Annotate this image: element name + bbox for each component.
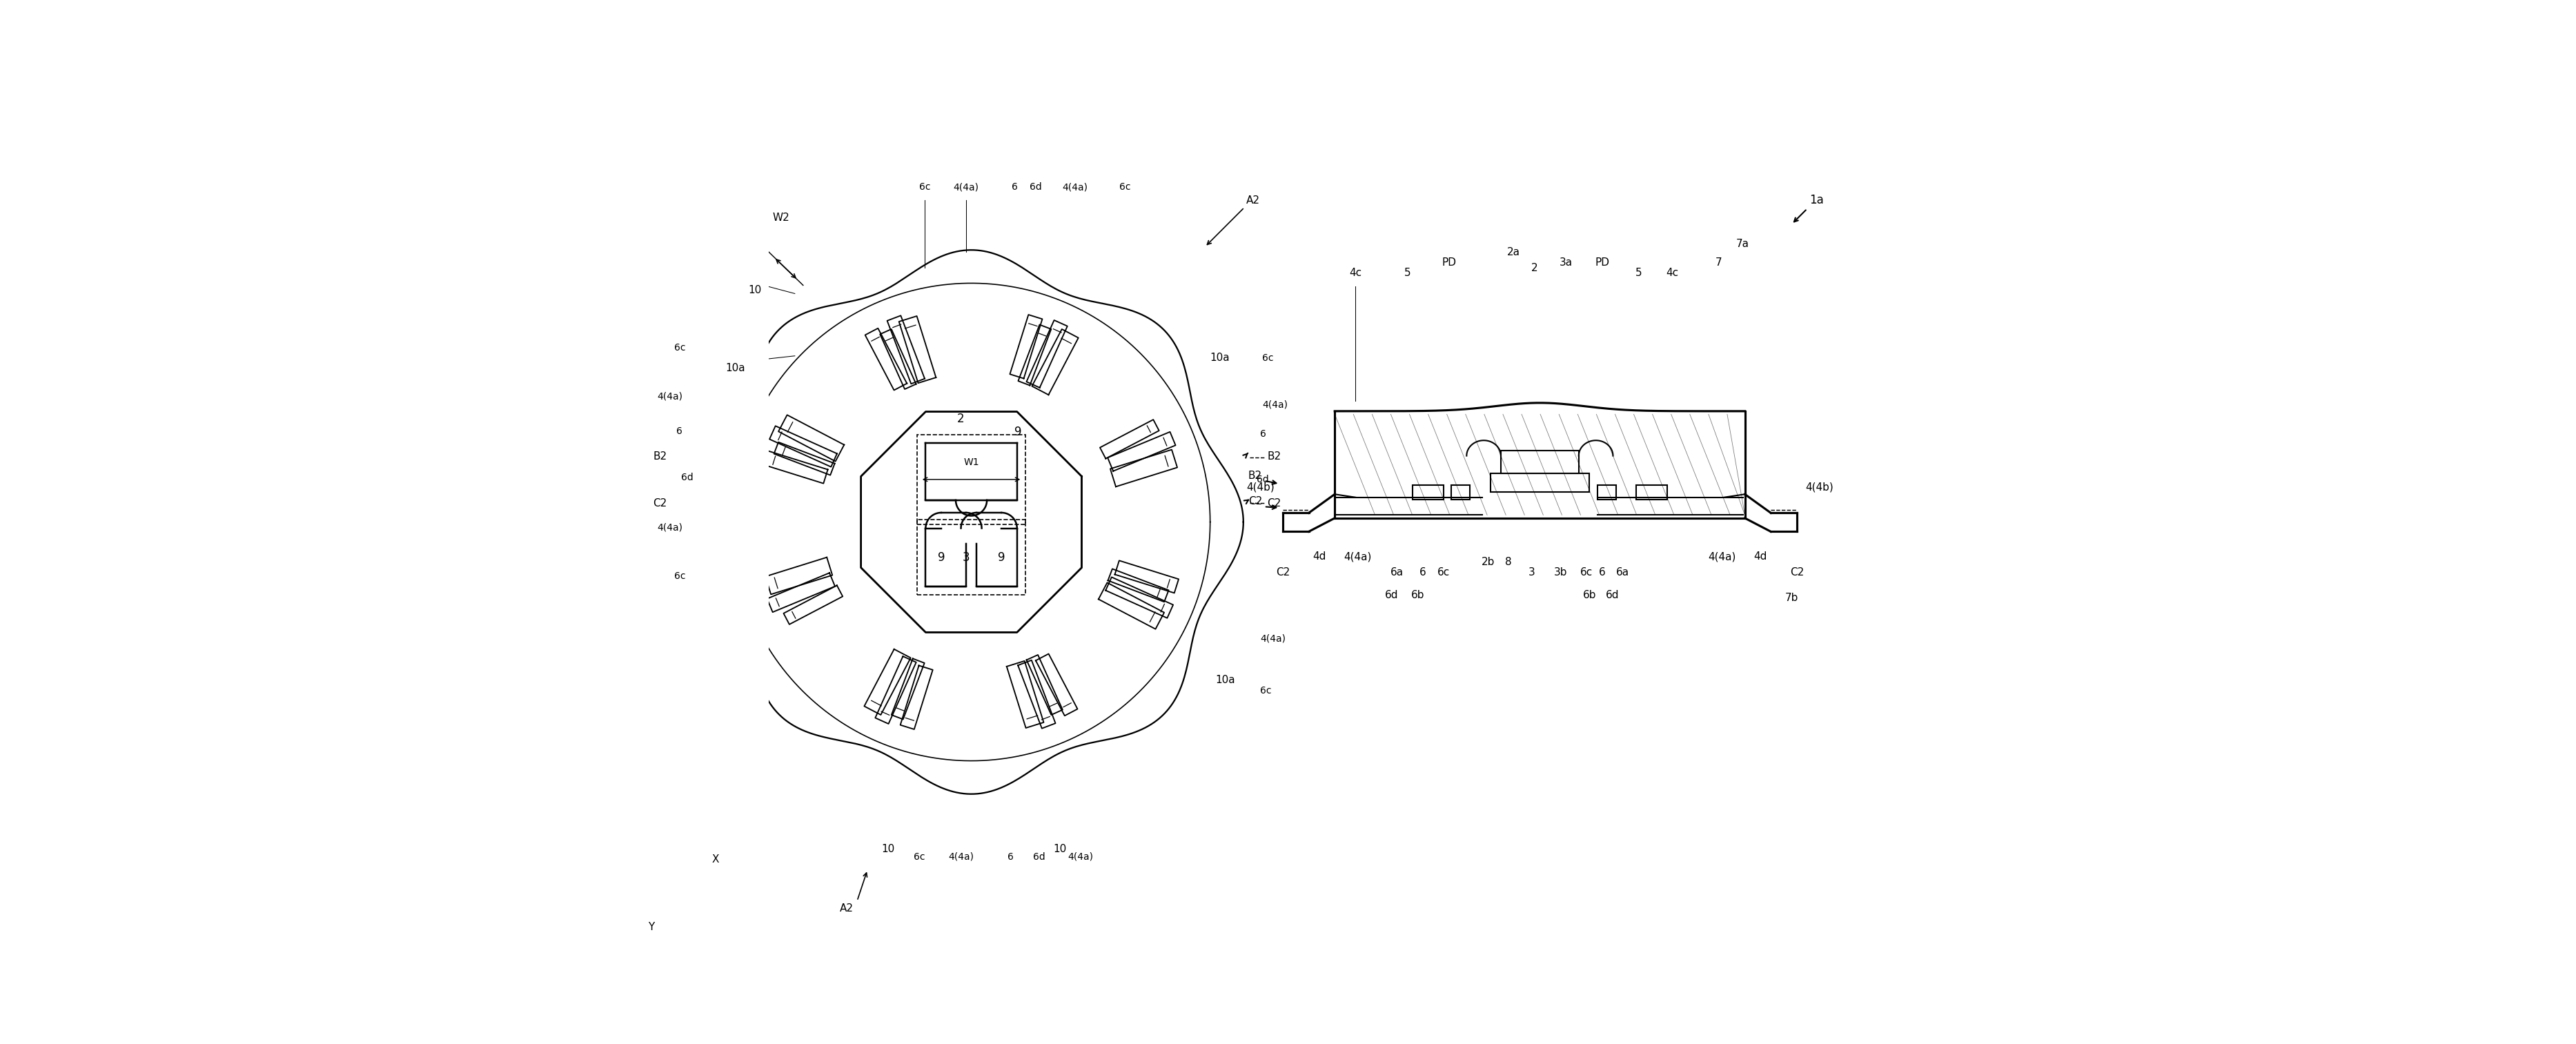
Text: 4c: 4c: [1667, 268, 1680, 279]
Text: C2: C2: [1790, 567, 1803, 577]
Text: 6b: 6b: [1412, 590, 1425, 600]
Text: Y: Y: [649, 922, 654, 932]
Text: 6: 6: [1007, 852, 1015, 861]
Text: C2: C2: [654, 498, 667, 508]
Text: 10: 10: [1054, 844, 1066, 854]
Text: 2: 2: [958, 412, 963, 425]
Text: 6a: 6a: [1615, 567, 1631, 577]
Text: C2: C2: [1267, 498, 1280, 508]
Text: 4(4a): 4(4a): [657, 392, 683, 402]
Text: 4(4a): 4(4a): [1260, 634, 1285, 643]
Text: 9: 9: [938, 551, 945, 564]
Bar: [1502, 451, 1579, 474]
Text: 6c: 6c: [1437, 567, 1450, 577]
Bar: [1412, 484, 1443, 499]
Text: 4(4a): 4(4a): [1345, 551, 1370, 562]
Text: 5: 5: [1404, 268, 1412, 279]
Text: 10a: 10a: [1211, 353, 1229, 363]
Text: 7a: 7a: [1736, 239, 1749, 250]
Text: 7: 7: [1716, 258, 1723, 268]
Bar: [1492, 474, 1589, 492]
Text: 6d: 6d: [1386, 590, 1399, 600]
Text: B2: B2: [1267, 451, 1280, 461]
Text: 6d: 6d: [1030, 182, 1041, 192]
Text: 1a: 1a: [1808, 194, 1824, 207]
Text: W1: W1: [963, 457, 979, 467]
Text: A2: A2: [1247, 195, 1260, 206]
Text: 9: 9: [1015, 426, 1023, 437]
Text: 4(4a): 4(4a): [1061, 182, 1087, 192]
Text: 4d: 4d: [1754, 551, 1767, 562]
Text: C2: C2: [1275, 567, 1291, 577]
Text: 5: 5: [1636, 268, 1641, 279]
Text: 6c: 6c: [1260, 686, 1273, 695]
Text: 6c: 6c: [920, 182, 930, 192]
Text: 2a: 2a: [1507, 247, 1520, 258]
Text: 8: 8: [1504, 556, 1512, 567]
Text: PD: PD: [1595, 258, 1610, 268]
Text: PD: PD: [1443, 258, 1455, 268]
Text: 3: 3: [963, 551, 969, 564]
Bar: [1636, 484, 1667, 499]
Text: 9: 9: [997, 551, 1005, 564]
Text: 6c: 6c: [675, 343, 685, 353]
Bar: [917, 520, 1025, 595]
Text: 6a: 6a: [1391, 567, 1404, 577]
Text: 4(4a): 4(4a): [1262, 400, 1288, 410]
Text: W2: W2: [773, 213, 791, 223]
Text: 10: 10: [747, 285, 762, 295]
Text: 6c: 6c: [1579, 567, 1592, 577]
Text: 2: 2: [1530, 263, 1538, 274]
Text: 6: 6: [1012, 182, 1018, 192]
Text: B2: B2: [654, 451, 667, 461]
Text: 4(4a): 4(4a): [1066, 852, 1092, 861]
Text: 10a: 10a: [1216, 674, 1234, 685]
Text: 10a: 10a: [726, 363, 744, 374]
Text: 6: 6: [1600, 567, 1605, 577]
Text: A2: A2: [840, 903, 853, 914]
Text: 4(4a): 4(4a): [657, 523, 683, 532]
Text: 4(4b): 4(4b): [1806, 481, 1834, 492]
Text: C2: C2: [1247, 496, 1262, 506]
Text: 6d: 6d: [680, 473, 693, 482]
Text: 6c: 6c: [1121, 182, 1131, 192]
Text: B2: B2: [1249, 471, 1262, 480]
Text: 6: 6: [1260, 429, 1265, 438]
Text: 3a: 3a: [1558, 258, 1571, 268]
Text: 3b: 3b: [1553, 567, 1566, 577]
Text: 6: 6: [677, 426, 683, 435]
Text: 6b: 6b: [1582, 590, 1597, 600]
Text: 4(4a): 4(4a): [1708, 551, 1736, 562]
Text: 3: 3: [1528, 567, 1535, 577]
Text: 7b: 7b: [1785, 593, 1798, 603]
Text: 4(4b): 4(4b): [1247, 481, 1275, 492]
Bar: [917, 434, 1025, 524]
Text: 6d: 6d: [1033, 852, 1046, 861]
Text: 2b: 2b: [1481, 556, 1494, 567]
Text: 6d: 6d: [1257, 475, 1270, 484]
Text: 4(4a): 4(4a): [948, 852, 974, 861]
Bar: [1450, 484, 1471, 499]
Text: 6d: 6d: [1605, 590, 1620, 600]
Text: 10: 10: [881, 844, 894, 854]
Bar: [1597, 484, 1615, 499]
Text: 6c: 6c: [675, 571, 685, 582]
Text: 6: 6: [1419, 567, 1427, 577]
Text: 6c: 6c: [1262, 354, 1273, 363]
Text: 4c: 4c: [1350, 268, 1363, 279]
Text: 4d: 4d: [1311, 551, 1327, 562]
Text: 6c: 6c: [914, 852, 925, 861]
Text: X: X: [711, 854, 719, 864]
Text: 4(4a): 4(4a): [953, 182, 979, 192]
